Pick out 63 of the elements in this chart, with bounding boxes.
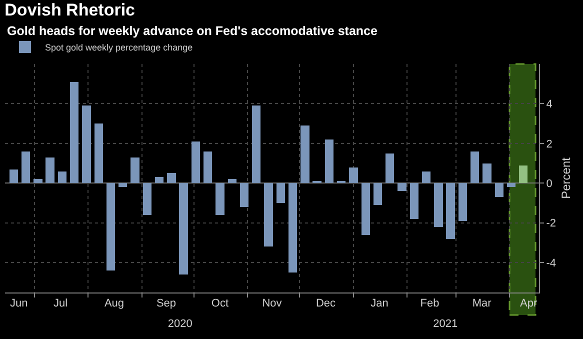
- x-tick-label: Aug: [104, 298, 124, 310]
- bar: [70, 82, 79, 184]
- bar: [142, 183, 152, 215]
- bar: [228, 179, 236, 184]
- x-tick-label: Jun: [10, 298, 28, 310]
- bar: [264, 183, 273, 247]
- x-tick-label: Oct: [211, 298, 229, 310]
- bar: [240, 183, 249, 207]
- bar: [458, 183, 468, 221]
- x-tick-label: Jan: [370, 298, 388, 310]
- bar: [361, 183, 370, 235]
- bar: [482, 163, 492, 184]
- legend-label: Spot gold weekly percentage change: [45, 42, 193, 52]
- bar: [216, 183, 224, 215]
- bar: [252, 106, 261, 184]
- bar: [34, 179, 42, 184]
- bar: [349, 167, 358, 184]
- bar: [82, 106, 91, 184]
- bar: [446, 183, 455, 239]
- y-tick-label: 2: [546, 138, 552, 150]
- bar: [276, 183, 285, 204]
- bar: [410, 183, 418, 219]
- bar: [288, 183, 298, 273]
- bar: [106, 183, 116, 271]
- x-tick-label: Nov: [262, 298, 282, 310]
- bar: [470, 151, 480, 184]
- bar: [300, 126, 310, 184]
- x-tick-label: Feb: [420, 298, 440, 310]
- bar: [130, 157, 140, 184]
- bar: [494, 183, 504, 198]
- y-tick-label: -2: [546, 218, 556, 230]
- bar: [398, 183, 406, 192]
- bar: [324, 139, 334, 184]
- x-tick-label: Mar: [472, 298, 492, 310]
- y-axis-title: Percent: [558, 156, 573, 199]
- bar: [46, 157, 54, 184]
- chart-subtitle: Gold heads for weekly advance on Fed's accomodative stance: [7, 24, 378, 38]
- bar: [21, 151, 30, 184]
- bar: [9, 169, 18, 184]
- x2-tick-label: 2020: [168, 318, 192, 330]
- bar: [58, 171, 67, 184]
- x2-tick-label: 2021: [433, 318, 458, 330]
- bar: [167, 173, 176, 184]
- bar: [506, 183, 516, 188]
- bar: [94, 124, 103, 184]
- bar: [519, 165, 528, 184]
- bar: [179, 183, 188, 275]
- bar: [118, 183, 128, 188]
- bar: [204, 151, 212, 184]
- x-tick-label: Sep: [156, 298, 176, 310]
- x-tick-label: Apr: [520, 298, 538, 310]
- chart-title: Dovish Rhetoric: [4, 0, 136, 20]
- y-tick-label: -4: [546, 257, 556, 270]
- y-tick-label: 4: [546, 98, 552, 111]
- bar: [434, 183, 443, 227]
- y-tick-label: 0: [546, 178, 552, 190]
- bar: [191, 141, 200, 184]
- bar: [373, 183, 382, 206]
- bar: [422, 171, 431, 184]
- bar: [154, 177, 164, 184]
- x-tick-label: Jul: [53, 298, 68, 310]
- x-tick-label: Dec: [316, 298, 336, 310]
- bar: [386, 153, 394, 184]
